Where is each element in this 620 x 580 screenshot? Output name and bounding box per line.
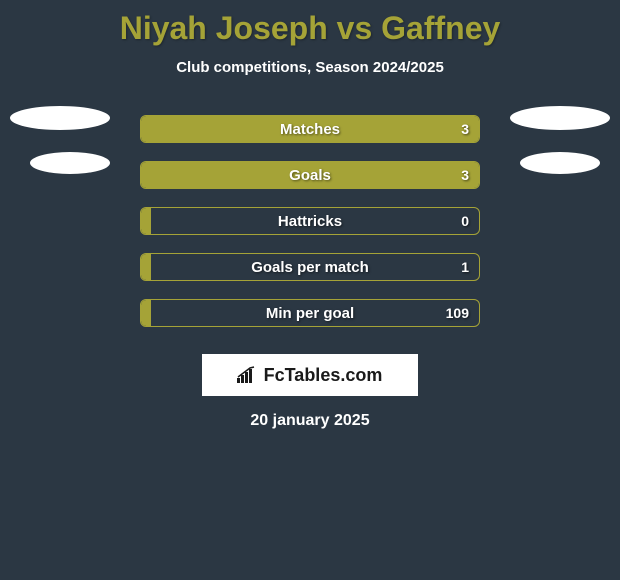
stat-label: Min per goal [141, 300, 479, 326]
comparison-subtitle: Club competitions, Season 2024/2025 [0, 59, 620, 76]
logo-text: FcTables.com [262, 365, 385, 386]
stat-row: Min per goal 109 [0, 290, 620, 336]
stat-label: Goals [141, 162, 479, 188]
stat-bar: Goals per match 1 [140, 253, 480, 281]
stat-label: Goals per match [141, 254, 479, 280]
stat-bar: Goals 3 [140, 161, 480, 189]
fctables-logo[interactable]: FcTables.com [202, 354, 418, 396]
stat-value: 3 [461, 116, 469, 142]
logo-inner: FcTables.com [204, 356, 416, 394]
stat-row: Hattricks 0 [0, 198, 620, 244]
stat-row: Matches 3 [0, 106, 620, 152]
comparison-chart: Matches 3 Goals 3 Hattricks 0 Goals per … [0, 106, 620, 336]
stat-row: Goals 3 [0, 152, 620, 198]
stat-value: 0 [461, 208, 469, 234]
stat-label: Matches [141, 116, 479, 142]
stat-value: 109 [446, 300, 469, 326]
stat-value: 3 [461, 162, 469, 188]
stat-bar: Matches 3 [140, 115, 480, 143]
stat-bar: Min per goal 109 [140, 299, 480, 327]
stat-value: 1 [461, 254, 469, 280]
comparison-title: Niyah Joseph vs Gaffney [0, 0, 620, 47]
chart-bars-icon [236, 366, 258, 384]
stat-bar: Hattricks 0 [140, 207, 480, 235]
stat-label: Hattricks [141, 208, 479, 234]
snapshot-date: 20 january 2025 [0, 412, 620, 430]
stat-row: Goals per match 1 [0, 244, 620, 290]
